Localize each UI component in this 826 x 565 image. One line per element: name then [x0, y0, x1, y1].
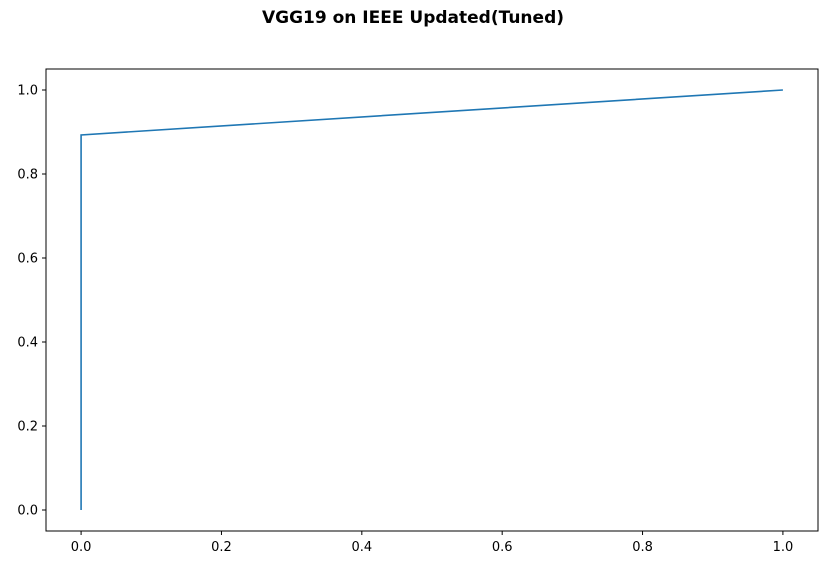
- y-tick-label: 0.2: [17, 420, 38, 435]
- y-tick-label: 0.6: [17, 252, 38, 267]
- y-tick-label: 0.4: [17, 336, 38, 351]
- x-tick-label: 0.6: [492, 540, 513, 555]
- x-tick-label: 1.0: [773, 540, 794, 555]
- x-tick-label: 0.2: [211, 540, 232, 555]
- x-tick-label: 0.4: [351, 540, 372, 555]
- y-tick-label: 0.0: [17, 504, 38, 519]
- series-line: [80, 89, 783, 510]
- y-axis: 0.0 0.2 0.4 0.6 0.8 1.0: [17, 84, 46, 519]
- x-tick-label: 0.0: [71, 540, 92, 555]
- y-tick-label: 0.8: [17, 168, 38, 183]
- x-tick-label: 0.8: [632, 540, 653, 555]
- y-tick-label: 1.0: [17, 84, 38, 99]
- plot-frame: [45, 68, 819, 532]
- x-axis: 0.0 0.2 0.4 0.6 0.8 1.0: [71, 531, 794, 555]
- series-layer: [80, 89, 783, 510]
- chart-title: VGG19 on IEEE Updated(Tuned): [261, 8, 565, 28]
